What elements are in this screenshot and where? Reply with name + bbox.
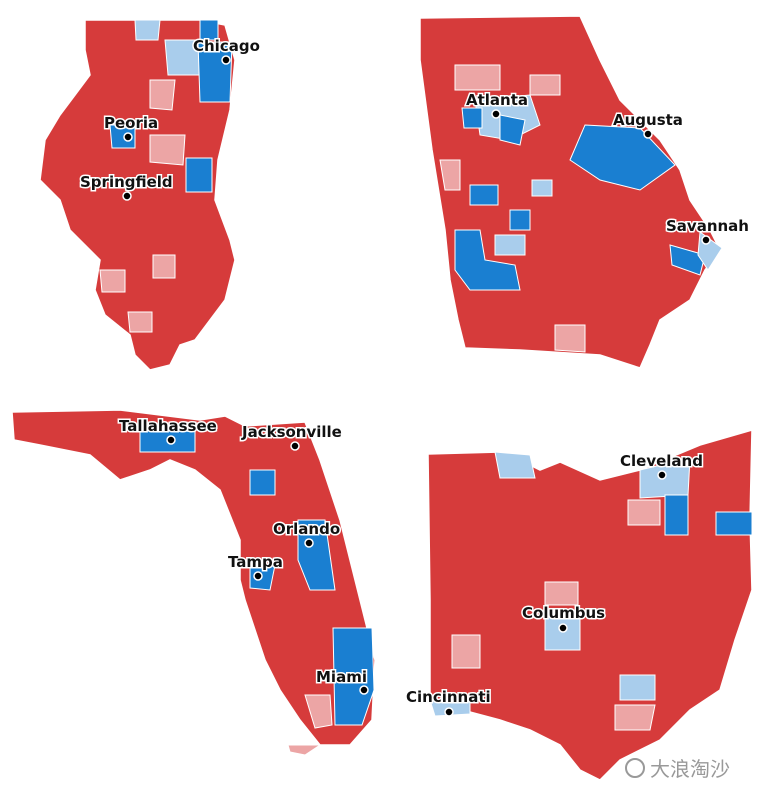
county	[149, 79, 176, 111]
county	[297, 519, 336, 591]
city-label: Orlando	[273, 520, 340, 538]
county	[494, 234, 526, 256]
city-dot	[444, 707, 454, 717]
county	[199, 19, 219, 41]
state-shape	[11, 409, 376, 746]
city-label: Tampa	[228, 553, 283, 571]
county	[451, 634, 481, 669]
city-dot	[491, 109, 501, 119]
county	[619, 674, 656, 701]
county	[569, 124, 676, 191]
county	[304, 694, 333, 729]
city-label: Springfield	[80, 173, 173, 191]
county	[454, 229, 521, 291]
city-dots	[122, 55, 711, 717]
city-label: Jacksonville	[241, 423, 342, 441]
county	[469, 184, 499, 206]
georgia-map	[419, 15, 723, 369]
city-dot	[166, 435, 176, 445]
city-dot	[253, 571, 263, 581]
county	[664, 494, 689, 536]
county	[494, 451, 536, 479]
city-dot	[304, 538, 314, 548]
watermark-icon	[625, 758, 645, 778]
county	[554, 324, 586, 353]
city-label: Miami	[316, 668, 367, 686]
watermark: 大浪淘沙	[625, 757, 730, 781]
city-dot	[657, 470, 667, 480]
city-label: Augusta	[613, 111, 683, 129]
city-dot	[123, 132, 133, 142]
county	[544, 581, 579, 606]
city-label: Savannah	[666, 217, 749, 235]
city-dot	[290, 441, 300, 451]
county	[669, 244, 706, 276]
county	[134, 19, 161, 41]
county	[531, 179, 553, 197]
county	[614, 704, 656, 731]
city-dot	[221, 55, 231, 65]
city-label: Chicago	[193, 37, 260, 55]
city-dot	[558, 623, 568, 633]
watermark-text: 大浪淘沙	[650, 757, 730, 781]
city-label: Peoria	[104, 114, 158, 132]
county	[332, 627, 375, 726]
county	[185, 157, 213, 193]
city-label: Tallahassee	[119, 417, 217, 435]
ohio-map	[427, 428, 753, 781]
county	[529, 74, 561, 96]
county	[509, 209, 531, 231]
county	[715, 511, 753, 536]
county	[287, 744, 322, 756]
county	[454, 64, 501, 91]
county	[99, 269, 126, 293]
county	[149, 134, 186, 166]
county	[152, 254, 176, 279]
city-dot	[122, 191, 132, 201]
city-label: Cincinnati	[406, 688, 491, 706]
city-dot	[359, 685, 369, 695]
illinois-map	[39, 19, 236, 371]
florida-map	[11, 409, 376, 756]
county	[627, 499, 661, 526]
state-shape	[39, 19, 236, 371]
county	[127, 311, 153, 333]
county	[439, 159, 461, 191]
county	[499, 114, 526, 146]
county	[249, 469, 276, 496]
city-dot	[643, 129, 653, 139]
city-label: Columbus	[522, 604, 605, 622]
city-label: Cleveland	[620, 452, 703, 470]
county	[109, 124, 136, 149]
county	[461, 107, 483, 129]
city-label: Atlanta	[466, 91, 528, 109]
city-dot	[701, 235, 711, 245]
